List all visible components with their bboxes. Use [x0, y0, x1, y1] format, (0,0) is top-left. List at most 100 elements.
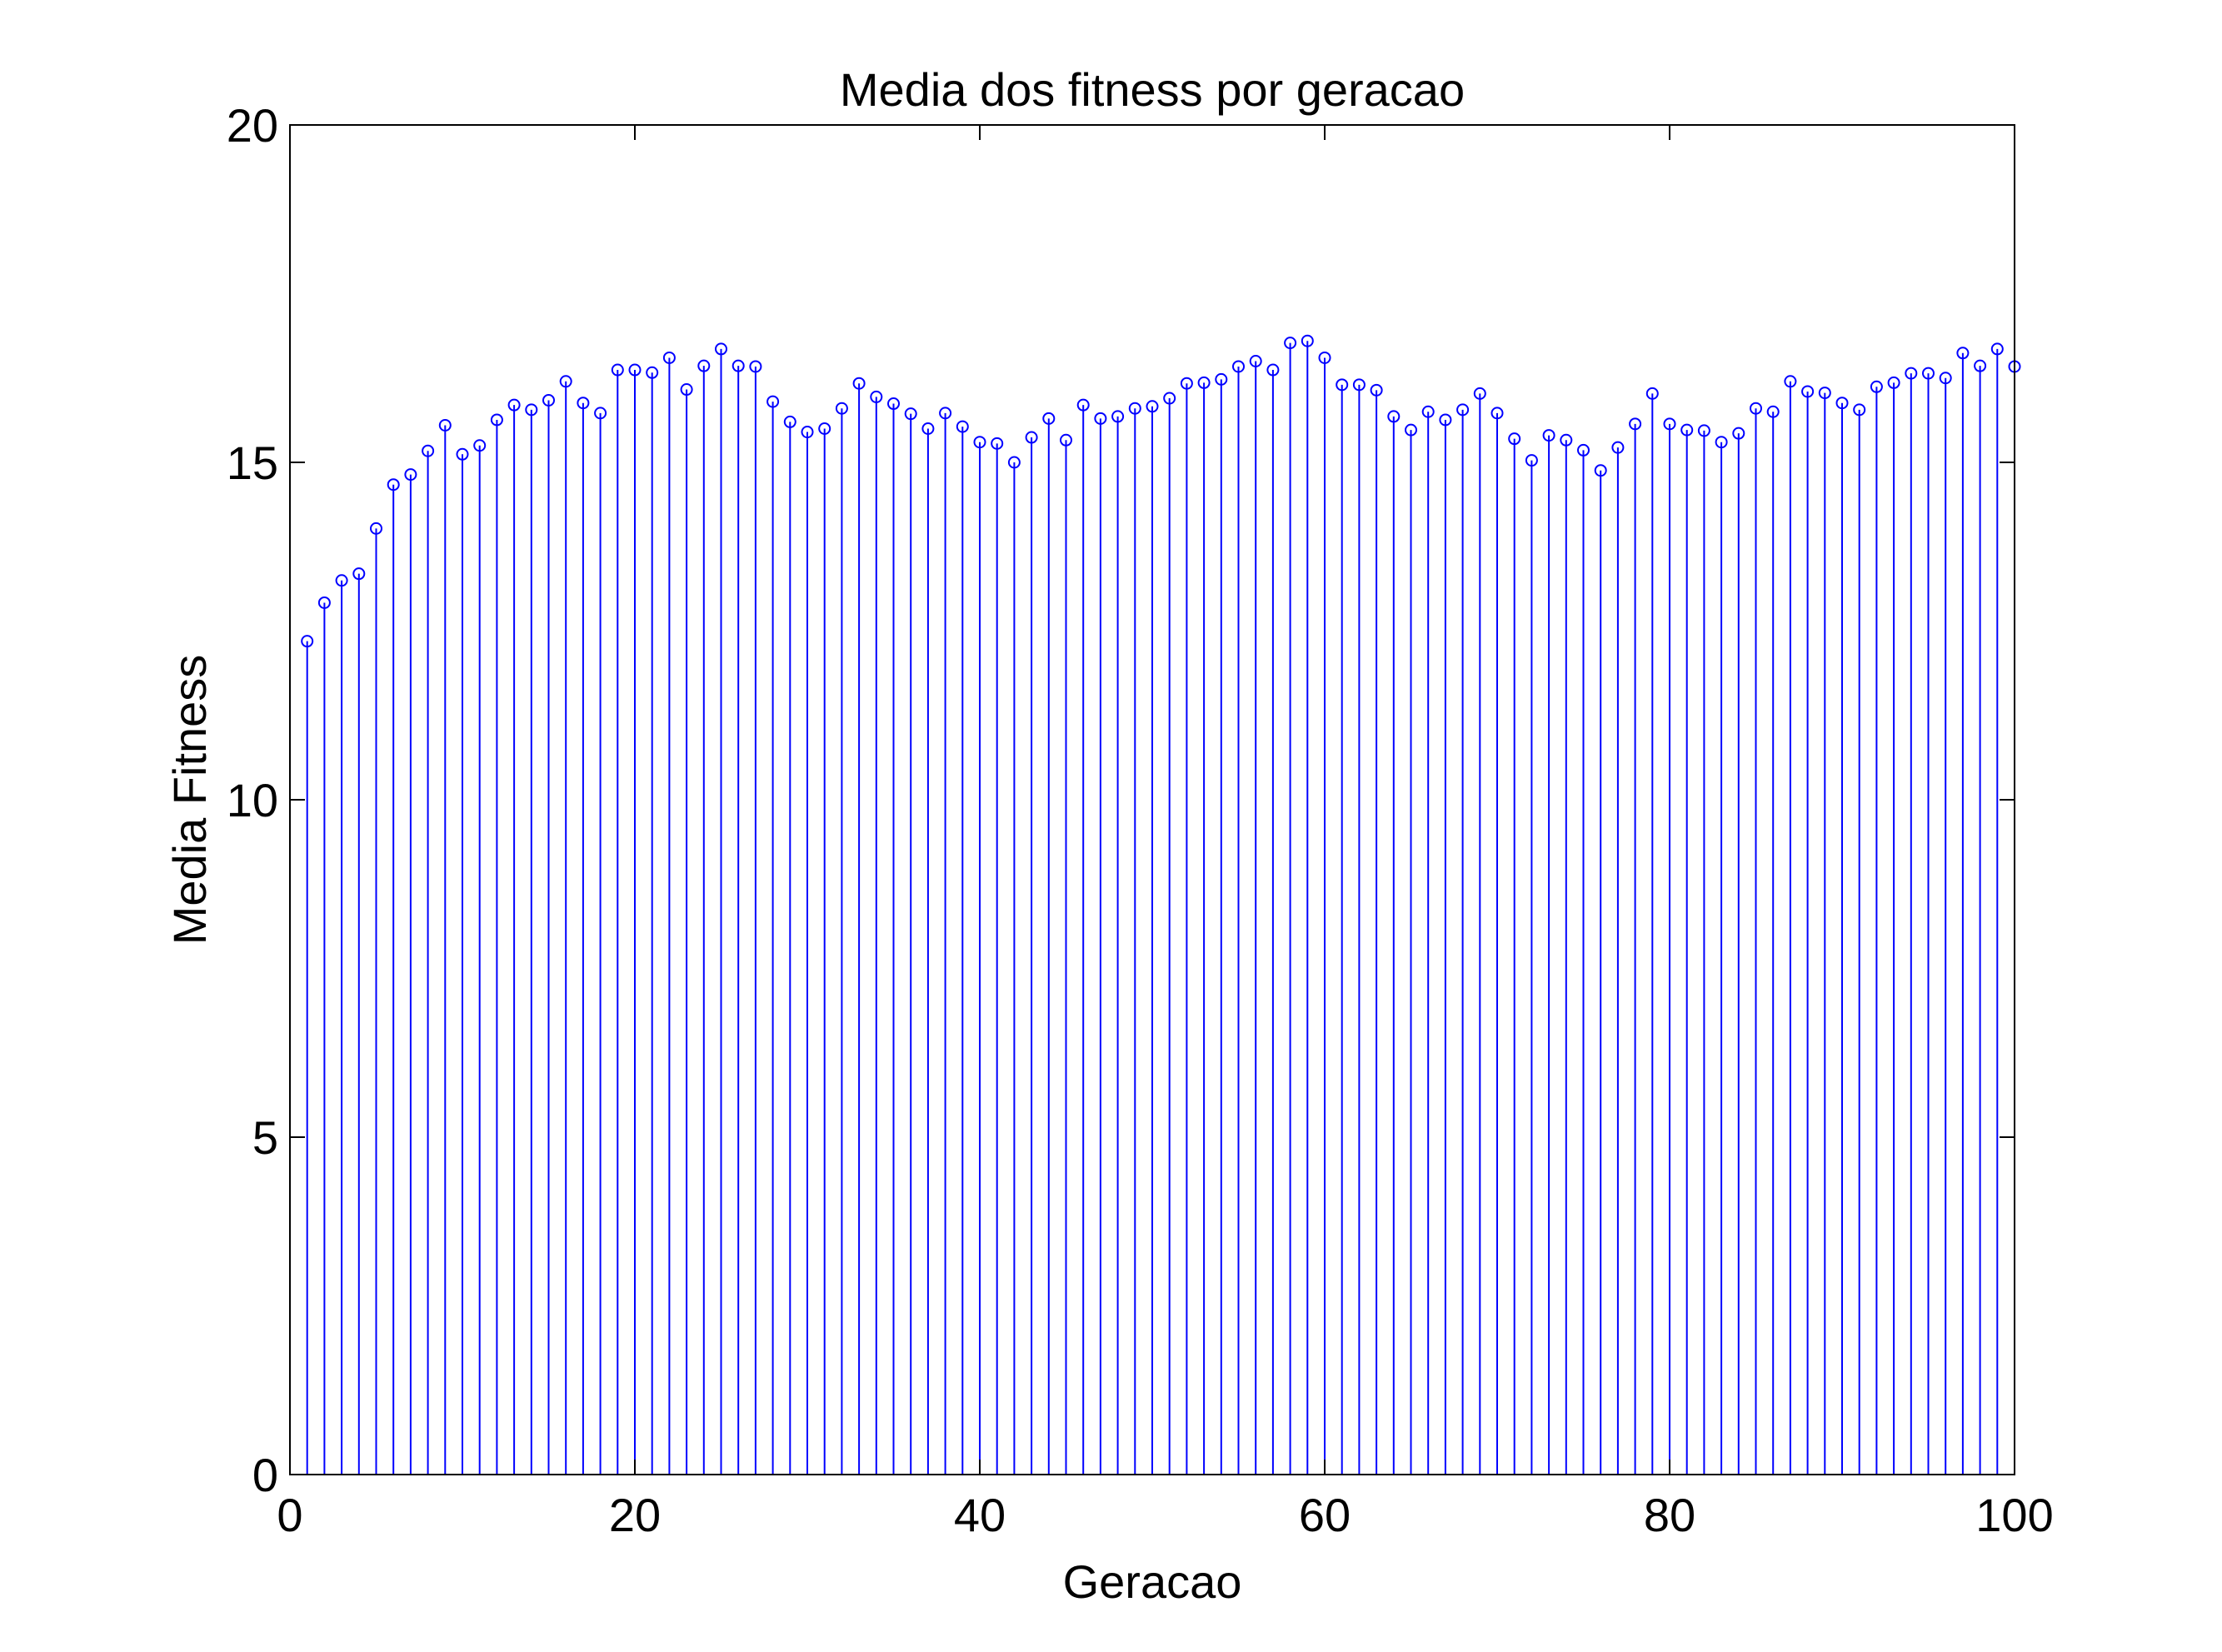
stem-marker [1301, 334, 1314, 347]
stem-marker [1421, 405, 1435, 418]
stem-marker [766, 395, 780, 408]
x-tick-label: 0 [277, 1489, 302, 1541]
stem-marker [1629, 417, 1642, 431]
y-tick-label: 0 [252, 1449, 278, 1501]
y-tick-label: 5 [252, 1111, 278, 1164]
stem-marker [991, 437, 1004, 450]
stem-marker [490, 413, 503, 427]
stem-marker [542, 393, 555, 407]
stem-marker [749, 360, 762, 373]
stem-marker [1249, 355, 1262, 367]
stem-marker [1405, 423, 1417, 437]
stem-marker [1956, 347, 1970, 360]
stem-marker [1025, 431, 1038, 444]
stem-marker [1042, 412, 1056, 425]
stem-marker [1853, 403, 1866, 417]
stem-marker [1456, 403, 1470, 417]
markers-layer [301, 334, 2021, 648]
stem-marker [370, 522, 382, 535]
stem-marker [1439, 413, 1452, 427]
stem-marker [1680, 423, 1694, 437]
stem-marker [1111, 410, 1125, 423]
x-axis-label: Geracao [1063, 1555, 1242, 1608]
stem-marker [939, 407, 952, 420]
x-tick-label: 60 [1299, 1489, 1351, 1541]
stem-marker [1007, 456, 1021, 469]
stem-marker [1870, 380, 1883, 393]
stem-marker [818, 422, 831, 435]
stem-marker [1490, 407, 1504, 420]
stem-marker [1284, 337, 1297, 350]
y-tick-label: 20 [227, 99, 278, 152]
stem-marker [1922, 367, 1935, 380]
stem-marker [1766, 405, 1780, 418]
stem-marker [1197, 376, 1211, 389]
stem-marker [1060, 433, 1072, 447]
stem-marker [1163, 392, 1176, 405]
stem-marker [611, 363, 624, 377]
stem-marker [507, 398, 521, 412]
stems-layer [306, 341, 2015, 1475]
stem-marker [887, 397, 900, 411]
stem-marker [456, 447, 469, 461]
stem-marker [404, 468, 417, 482]
stem-marker [783, 415, 796, 428]
stem-marker [1318, 351, 1331, 364]
stem-marker [1215, 372, 1228, 386]
stem-marker [438, 418, 452, 432]
stem-marker [1990, 342, 2004, 356]
stem-marker [317, 596, 331, 609]
stem-marker [1645, 387, 1659, 400]
stem-marker [904, 407, 917, 421]
stem-marker [1232, 360, 1245, 373]
stem-marker [387, 478, 400, 492]
x-tick-label: 20 [609, 1489, 661, 1541]
stem-marker [1370, 383, 1383, 397]
x-tick-label: 40 [954, 1489, 1006, 1541]
stem-marker [1128, 402, 1141, 415]
stem-marker [662, 351, 676, 364]
stem-marker [956, 420, 969, 433]
stem-marker [870, 390, 883, 403]
stem-marker [577, 397, 590, 410]
stem-marker [335, 574, 348, 587]
stem-marker [1663, 417, 1676, 431]
stem-marker [1939, 372, 1952, 385]
stem-marker [473, 439, 487, 452]
stem-marker [646, 366, 659, 379]
stem-marker [352, 567, 366, 581]
stem-marker [1525, 454, 1538, 467]
stem-marker [1146, 400, 1159, 413]
stem-marker [1818, 387, 1831, 400]
y-axis: 0 5 10 15 20 [227, 99, 2015, 1501]
stem-marker [594, 407, 607, 420]
stem-marker [1352, 378, 1366, 392]
stem-marker [1473, 387, 1486, 400]
x-tick-label: 100 [1975, 1489, 2053, 1541]
stem-marker [1974, 359, 1987, 372]
stem-marker [1801, 385, 1815, 398]
stem-marker [1594, 464, 1607, 477]
stem-marker [559, 375, 572, 388]
stem-marker [422, 444, 435, 457]
y-tick-label: 10 [227, 774, 278, 826]
stem-marker [697, 359, 711, 372]
y-tick-label: 15 [227, 437, 278, 489]
stem-marker [525, 403, 538, 417]
stem-marker [1697, 424, 1710, 437]
stem-marker [680, 383, 693, 397]
stem-marker [1094, 412, 1107, 425]
stem-marker [732, 359, 745, 372]
stem-marker [1577, 443, 1590, 457]
chart-title: Media dos fitness por geracao [840, 63, 1465, 116]
y-axis-label: Media Fitness [163, 655, 216, 946]
stem-marker [1560, 433, 1573, 447]
stem-marker [1784, 375, 1797, 388]
stem-marker [852, 377, 866, 390]
stem-marker [1715, 436, 1728, 449]
stem-marker [1076, 398, 1090, 412]
stem-marker [1835, 397, 1849, 410]
stem-marker [1750, 402, 1762, 415]
